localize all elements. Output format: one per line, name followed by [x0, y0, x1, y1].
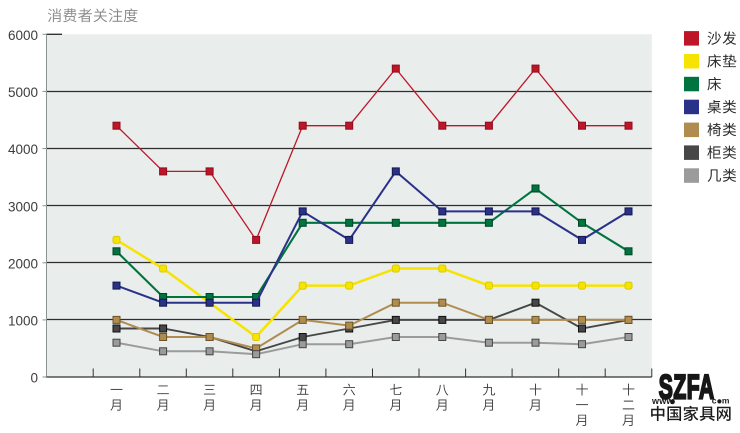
- svg-text:m: m: [722, 396, 730, 406]
- svg-text:www: www: [651, 396, 674, 406]
- svg-text:6000: 6000: [8, 28, 38, 43]
- svg-text:5000: 5000: [8, 85, 38, 100]
- svg-text:SZFA: SZFA: [659, 367, 715, 405]
- svg-text:c: c: [712, 396, 717, 406]
- svg-text:2000: 2000: [8, 256, 38, 271]
- svg-text:3000: 3000: [8, 199, 38, 214]
- svg-text:4000: 4000: [8, 142, 38, 157]
- svg-text:1000: 1000: [8, 314, 38, 329]
- svg-text:0: 0: [30, 371, 38, 386]
